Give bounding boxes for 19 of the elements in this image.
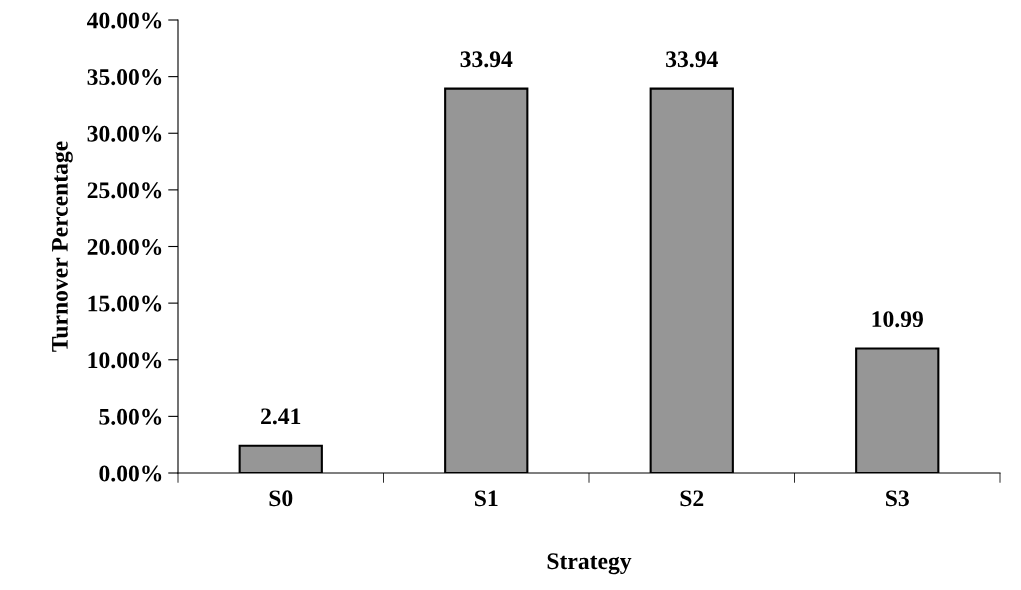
y-tick-label: 20.00% — [87, 238, 162, 256]
y-tick-label: 10.00% — [88, 352, 162, 369]
y-tick-label: 40.00% — [87, 12, 162, 29]
data-label: 33.94 — [460, 51, 513, 68]
y-tick-label: 0.00% — [99, 465, 162, 482]
y-tick-label: 5.00% — [99, 408, 162, 425]
y-tick-label: 35.00% — [87, 69, 162, 86]
data-label: 10.99 — [872, 311, 923, 328]
x-tick-label: S0 — [269, 490, 293, 507]
x-tick-label: S3 — [886, 490, 909, 507]
x-tick-label: S1 — [475, 490, 498, 507]
x-axis-title: Strategy — [547, 553, 632, 575]
y-axis-title: Turnover Percentage — [52, 141, 73, 352]
x-tick-label: S2 — [680, 490, 704, 507]
y-tick-label: 15.00% — [88, 295, 162, 312]
y-tick-label: 25.00% — [87, 182, 162, 199]
data-label: 2.41 — [261, 408, 301, 425]
y-tick-label: 30.00% — [87, 125, 162, 142]
data-label: 33.94 — [666, 51, 718, 68]
